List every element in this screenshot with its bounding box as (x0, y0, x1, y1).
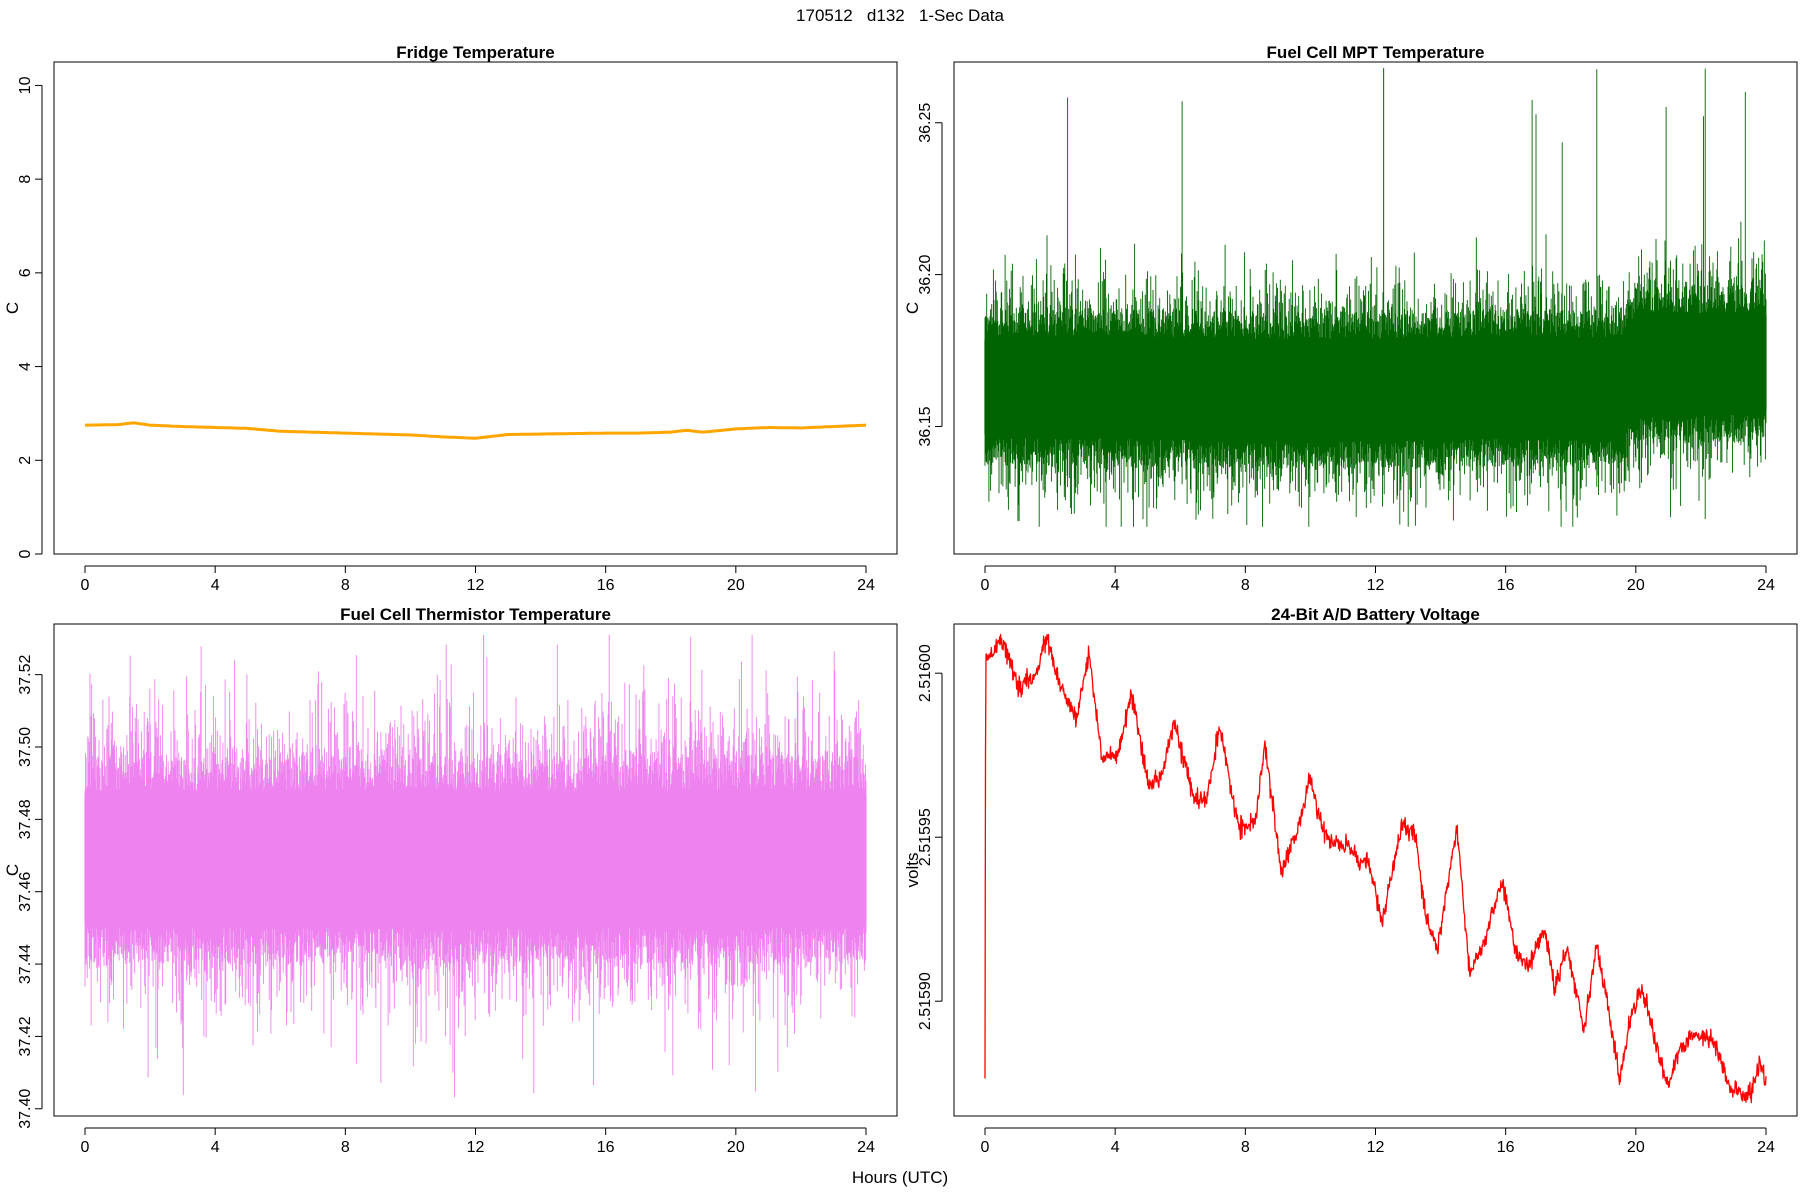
fridge-temperature-x-tick-label-4: 4 (211, 577, 220, 594)
panel-fuel-cell-mpt-temperature: Fuel Cell MPT Temperature C 0 4 8 12 16 20 24 36.… (900, 36, 1800, 596)
fridge-temperature-y-tick-label-4: 8 (17, 175, 34, 184)
fuel-cell-thermistor-temperature-title: Fuel Cell Thermistor Temperature (340, 605, 611, 624)
figure-title: 170512 d132 1-Sec Data (796, 6, 1004, 25)
panel-fridge-temperature: Fridge Temperature C 0 4 8 12 16 20 24 0 2 4 6 8 10 (0, 36, 900, 596)
24-bit-a-d-battery-voltage-title: 24-Bit A/D Battery Voltage (1271, 605, 1480, 624)
fuel-cell-thermistor-temperature-y-tick-label-2: 37.44 (17, 944, 34, 984)
24-bit-a-d-battery-voltage-series (984, 633, 1767, 1104)
fuel-cell-thermistor-temperature-y-tick-label-0: 37.40 (17, 1089, 34, 1129)
24-bit-a-d-battery-voltage-x-tick-label-20: 20 (1627, 1139, 1645, 1156)
fuel-cell-mpt-temperature-series (984, 68, 1767, 527)
fuel-cell-thermistor-temperature-series (84, 634, 867, 1098)
fuel-cell-mpt-temperature-x-tick-label-8: 8 (1241, 577, 1250, 594)
fuel-cell-thermistor-temperature-y-tick-label-5: 37.50 (17, 727, 34, 767)
fridge-temperature-y-tick-label-2: 4 (17, 362, 34, 371)
fuel-cell-thermistor-temperature-y-tick-label-3: 37.46 (17, 872, 34, 912)
24-bit-a-d-battery-voltage-plot-frame (953, 623, 1798, 1117)
fuel-cell-mpt-temperature-y-tick-label-2: 36.25 (917, 103, 934, 143)
fuel-cell-mpt-temperature-x-tick-label-4: 4 (1111, 577, 1120, 594)
fridge-temperature-y-tick-label-3: 6 (17, 268, 34, 277)
24-bit-a-d-battery-voltage-x-tick-label-4: 4 (1111, 1139, 1120, 1156)
fridge-temperature-y-tick-label-1: 2 (17, 456, 34, 465)
panel-battery-voltage: 24-Bit A/D Battery Voltage volts 0 4 8 12 16 20… (900, 598, 1800, 1158)
fridge-temperature-y-tick-label-0: 0 (17, 549, 34, 558)
battery-voltage-chart: 24-Bit A/D Battery Voltage volts 0 4 8 12 16 20… (903, 605, 1798, 1156)
24-bit-a-d-battery-voltage-y-tick-label-0: 2.51590 (917, 972, 934, 1030)
fuel-cell-thermistor-temperature-chart: Fuel Cell Thermistor Temperature C 0 4 8 12 16… (3, 605, 898, 1156)
fuel-cell-mpt-temperature-x-tick-label-24: 24 (1757, 577, 1775, 594)
fridge-temperature-y-axis-label: C (3, 302, 22, 314)
fuel-cell-thermistor-temperature-x-tick-label-16: 16 (597, 1139, 615, 1156)
fuel-cell-thermistor-temperature-y-tick-label-4: 37.48 (17, 799, 34, 839)
fuel-cell-thermistor-temperature-x-tick-label-20: 20 (727, 1139, 745, 1156)
x-axis-label: Hours (UTC) (851, 1168, 949, 1187)
fuel-cell-mpt-temperature-band-core (984, 315, 1767, 438)
fuel-cell-mpt-temperature-title: Fuel Cell MPT Temperature (1267, 43, 1485, 62)
fuel-cell-mpt-temperature-y-tick-label-0: 36.15 (917, 406, 934, 446)
fridge-temperature-x-tick-label-0: 0 (81, 577, 90, 594)
fridge-temperature-x-tick-label-24: 24 (857, 577, 875, 594)
fridge-temperature-line (85, 421, 867, 440)
fuel-cell-thermistor-temperature-x-tick-label-8: 8 (341, 1139, 350, 1156)
fuel-cell-thermistor-temperature-x-tick-label-12: 12 (467, 1139, 485, 1156)
fridge-temperature-y-tick-label-5: 10 (17, 76, 34, 94)
24-bit-a-d-battery-voltage-x-tick-label-0: 0 (981, 1139, 990, 1156)
fuel-cell-mpt-temperature-plot-frame (953, 61, 1798, 555)
fuel-cell-thermistor-temperature-y-tick-label-1: 37.42 (17, 1016, 34, 1056)
fuel-cell-thermistor-temperature-x-tick-label-0: 0 (81, 1139, 90, 1156)
fridge-temperature-series (85, 421, 867, 440)
24-bit-a-d-battery-voltage-line (984, 633, 1767, 1104)
fridge-temperature-x-tick-label-8: 8 (341, 577, 350, 594)
24-bit-a-d-battery-voltage-y-tick-label-2: 2.51600 (917, 644, 934, 702)
fuel-cell-mpt-temperature-band (984, 68, 1767, 527)
fridge-temperature-x-tick-label-20: 20 (727, 577, 745, 594)
fridge-temperature-title: Fridge Temperature (396, 43, 554, 62)
panel-fuel-cell-thermistor-temperature: Fuel Cell Thermistor Temperature C 0 4 8 12 16… (0, 598, 900, 1158)
fuel-cell-thermistor-temperature-x-tick-label-24: 24 (857, 1139, 875, 1156)
fuel-cell-thermistor-temperature-y-tick-label-6: 37.52 (17, 655, 34, 695)
fuel-cell-thermistor-temperature-plot-frame (53, 623, 898, 1117)
fuel-cell-mpt-temperature-x-tick-label-20: 20 (1627, 577, 1645, 594)
24-bit-a-d-battery-voltage-x-tick-label-24: 24 (1757, 1139, 1775, 1156)
24-bit-a-d-battery-voltage-x-tick-label-8: 8 (1241, 1139, 1250, 1156)
24-bit-a-d-battery-voltage-y-axis-label: volts (903, 853, 922, 888)
fuel-cell-mpt-temperature-x-tick-label-16: 16 (1497, 577, 1515, 594)
fuel-cell-mpt-temperature-chart: Fuel Cell MPT Temperature C 0 4 8 12 16 20 24 36.… (903, 43, 1798, 594)
fuel-cell-mpt-temperature-x-tick-label-0: 0 (981, 577, 990, 594)
fuel-cell-thermistor-temperature-x-tick-label-4: 4 (211, 1139, 220, 1156)
fuel-cell-mpt-temperature-y-tick-label-1: 36.20 (917, 254, 934, 294)
fridge-temperature-x-tick-label-16: 16 (597, 577, 615, 594)
24-bit-a-d-battery-voltage-y-tick-label-1: 2.51595 (917, 808, 934, 866)
24-bit-a-d-battery-voltage-x-tick-label-16: 16 (1497, 1139, 1515, 1156)
fuel-cell-mpt-temperature-x-tick-label-12: 12 (1367, 577, 1385, 594)
fuel-cell-thermistor-temperature-y-axis-label: C (3, 864, 22, 876)
fridge-temperature-plot-frame (53, 61, 898, 555)
24-bit-a-d-battery-voltage-x-tick-label-12: 12 (1367, 1139, 1385, 1156)
fuel-cell-thermistor-temperature-band-core (84, 796, 867, 923)
fuel-cell-mpt-temperature-y-axis-label: C (903, 302, 922, 314)
fridge-temperature-x-tick-label-12: 12 (467, 577, 485, 594)
